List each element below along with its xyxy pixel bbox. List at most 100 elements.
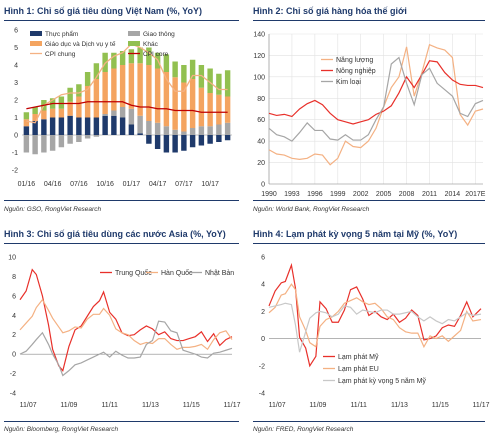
bar-giao-duc-va-dich-vu-y-te (181, 82, 187, 132)
bar-giao-duc-va-dich-vu-y-te (93, 79, 100, 118)
panel-commodity-prices: Hình 2: Chỉ số giá hàng hóa thế giới 0 20… (245, 0, 490, 221)
bar-giao-duc-va-dich-vu-y-te (198, 87, 205, 127)
bar-giao-duc-va-dich-vu-y-te (58, 108, 65, 118)
bar-thuc-pham (23, 126, 30, 135)
bar-giao-duc-va-dich-vu-y-te (41, 110, 47, 120)
source-divider (4, 200, 239, 201)
line-nhat-ban (19, 320, 233, 377)
bar-thuc-pham (137, 133, 143, 135)
bar-thuc-pham (163, 135, 170, 153)
chart-asia-cpi: -4 -2 0 2 4 6 8 10 11/07 11/09 11/11 11/13 11/15 11/1… (8, 255, 240, 410)
x-tick-label: 01/16 (18, 181, 36, 188)
x-tick-label: 2008 (399, 191, 415, 198)
panel-us-inflation-expectation: Hình 4: Lạm phát kỳ vọng 5 năm tại Mỹ (%… (245, 221, 490, 442)
bar-giao-duc-va-dich-vu-y-te (76, 96, 82, 118)
bar-giao-duc-va-dich-vu-y-te (128, 63, 135, 109)
bar-giao-duc-va-dich-vu-y-te (102, 72, 108, 114)
legend-label: Thực phẩm (45, 30, 78, 38)
bar-thuc-pham (76, 117, 82, 135)
bar-thuc-pham (102, 115, 108, 135)
bar-thuc-pham (154, 135, 161, 149)
line-cpi-chung (26, 43, 228, 124)
line-trung-quoc (19, 268, 233, 372)
bar-giao-duc-va-dich-vu-y-te (137, 63, 143, 116)
y-tick-label: 100 (253, 74, 265, 81)
bar-giao-thong (172, 129, 178, 135)
x-tick-label: 11/07 (269, 402, 286, 409)
x-tick-label: 1996 (307, 191, 323, 198)
legend-label: Hàn Quốc (161, 268, 193, 277)
x-tick-label: 11/11 (101, 402, 118, 409)
chart-vietnam-cpi: -2 -1 0 1 2 3 4 5 6 01/16 04/16 07/16 10/16 01/17 04/1… (12, 28, 232, 188)
legend-label: Lạm phát Mỹ (338, 354, 379, 361)
bar-thuc-pham (146, 135, 152, 144)
line-lam-phat-ky-vong-5-nam-my (268, 302, 482, 353)
bar-giao-thong (207, 126, 213, 135)
x-tick-label: 1999 (330, 191, 346, 198)
y-tick-label: 6 (12, 293, 16, 300)
y-tick-label: 0 (12, 352, 16, 359)
x-tick-label: 11/15 (432, 402, 449, 409)
legend-label: Nhật Bản (205, 270, 234, 277)
bar-thuc-pham (128, 124, 135, 135)
panel-asia-cpi: Hình 3: Chỉ số giá tiêu dùng các nước As… (0, 221, 245, 442)
x-tick-label: 11/17 (473, 402, 490, 409)
bar-giao-duc-va-dich-vu-y-te (207, 93, 213, 127)
bar-giao-thong (102, 114, 108, 116)
legend-label: Kim loại (336, 79, 361, 86)
y-tick-label: 8 (12, 274, 16, 281)
bar-khac (84, 72, 91, 86)
line-kim-loai (268, 56, 484, 142)
bar-thuc-pham (41, 119, 47, 135)
bar-giao-thong (23, 135, 30, 153)
bar-khac (67, 87, 73, 102)
x-tick-label: 11/15 (183, 402, 200, 409)
panel-source: Nguồn: World Bank, RongViet Research (253, 206, 370, 213)
x-tick-label: 04/17 (149, 181, 167, 188)
y-tick-label: -2 (12, 168, 18, 175)
bar-giao-thong (119, 107, 126, 118)
legend-label: Nông nghiệp (336, 68, 376, 75)
x-tick-label: 11/09 (60, 402, 77, 409)
y-tick-label: 80 (257, 96, 265, 103)
legend-swatch (128, 41, 140, 46)
bar-giao-duc-va-dich-vu-y-te (119, 65, 126, 107)
legend-label: CPI chung (45, 51, 76, 58)
bar-khac (128, 49, 135, 64)
panel-title: Hình 1: Chỉ số giá tiêu dùng Việt Nam (%… (4, 6, 203, 16)
panel-title: Hình 4: Lạm phát kỳ vọng 5 năm tại Mỹ (%… (253, 229, 458, 239)
bar-thuc-pham (119, 117, 126, 135)
bar-thuc-pham (111, 115, 117, 135)
y-tick-label: 4 (14, 63, 18, 70)
y-tick-label: 2 (12, 332, 16, 339)
bar-giao-thong (41, 135, 47, 153)
y-tick-label: 1 (14, 115, 18, 122)
legend-label: Lạm phát EU (338, 366, 379, 373)
x-tick-label: 1993 (284, 191, 300, 198)
x-tick-label: 1990 (261, 191, 277, 198)
x-tick-label: 10/16 (96, 181, 114, 188)
bar-thuc-pham (67, 115, 73, 135)
legend-label: Giao thông (143, 31, 175, 38)
y-tick-label: 140 (253, 32, 265, 39)
legend-swatch (30, 41, 42, 46)
bar-giao-duc-va-dich-vu-y-te (154, 68, 161, 123)
bar-khac (76, 84, 82, 97)
bar-giao-thong (111, 110, 117, 116)
bar-giao-duc-va-dich-vu-y-te (23, 119, 30, 127)
bar-khac (163, 54, 170, 72)
y-tick-label: -1 (12, 150, 18, 157)
bar-khac (137, 47, 143, 64)
legend-label: Trung Quốc (115, 268, 152, 277)
bar-thuc-pham (216, 135, 222, 142)
y-tick-label: 10 (8, 255, 16, 262)
x-tick-label: 2002 (353, 191, 369, 198)
line-cpi-core (26, 101, 228, 113)
y-tick-label: 60 (257, 117, 265, 124)
bar-thuc-pham (172, 135, 178, 153)
bar-thuc-pham (32, 121, 38, 135)
source-divider (253, 200, 485, 201)
y-tick-label: -4 (259, 391, 265, 398)
line-lam-phat-eu (268, 283, 482, 349)
bar-thuc-pham (181, 135, 187, 151)
